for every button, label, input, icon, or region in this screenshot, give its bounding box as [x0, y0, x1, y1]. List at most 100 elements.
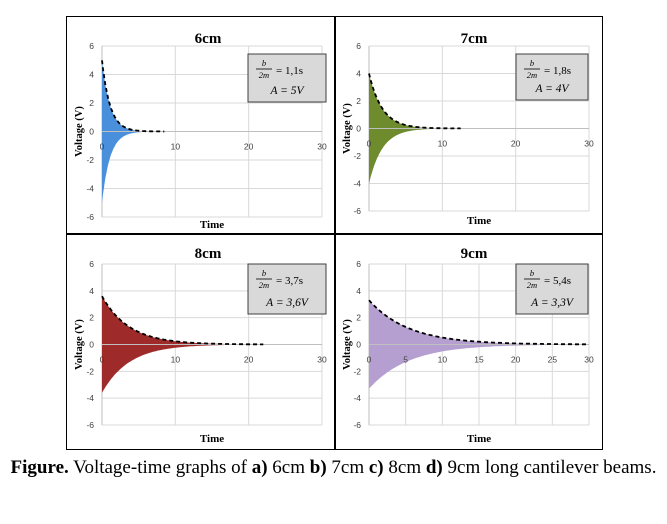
y-tick-label: -6: [353, 420, 361, 430]
ratio-denominator: 2m: [527, 70, 537, 80]
envelope-fit-line: [368, 299, 589, 346]
caption-letter-b: b): [309, 457, 327, 478]
ratio-value: = 3,7s: [276, 275, 303, 287]
ratio-numerator: b: [262, 58, 266, 68]
y-axis-label: Voltage (V): [342, 319, 353, 370]
annotation-box: b 2m = 5,4s A = 3,3V: [515, 263, 589, 315]
y-tick-label: 6: [356, 41, 361, 51]
y-tick-label: -4: [86, 393, 94, 403]
x-tick-label: 20: [244, 355, 254, 365]
annotation-background: [515, 263, 589, 315]
x-tick-label: 30: [584, 355, 594, 365]
y-tick-label: -6: [353, 206, 361, 216]
y-tick-label: 0: [89, 340, 94, 350]
chart-panel-a: -6 -4 -2 0 2 4 6 0 10 20 30 6cm Time Voltage (V) b 2m = …: [74, 31, 327, 231]
caption-item-d: 9cm long cantilever beams.: [442, 457, 657, 478]
chart-title: 8cm: [195, 246, 222, 262]
y-tick-label: 2: [89, 98, 94, 108]
x-tick-label: 0: [100, 355, 105, 365]
x-tick-label: 5: [403, 355, 408, 365]
y-tick-label: -2: [86, 366, 94, 376]
y-tick-label: 0: [356, 124, 361, 134]
y-axis-label: Voltage (V): [74, 319, 85, 370]
y-tick-label: 2: [356, 313, 361, 323]
x-axis-label: Time: [467, 433, 491, 445]
caption-item-a: 6cm: [267, 457, 310, 478]
x-tick-label: 10: [171, 355, 181, 365]
y-tick-label: -4: [353, 179, 361, 189]
x-tick-label: 0: [367, 355, 372, 365]
x-tick-label: 0: [100, 142, 105, 152]
annotation-box: b 2m = 1,1s A = 5V: [247, 53, 327, 103]
amplitude-label: A = 3,3V: [530, 297, 575, 309]
chart-title: 6cm: [195, 31, 222, 47]
x-tick-label: 30: [584, 139, 594, 149]
y-axis-label: Voltage (V): [342, 103, 353, 154]
x-tick-label: 10: [438, 139, 448, 149]
caption-figure-label: Figure.: [10, 457, 69, 478]
x-tick-label: 10: [171, 142, 181, 152]
y-tick-label: 6: [356, 259, 361, 269]
figure-caption: Figure. Voltage-time graphs of a) 6cm b)…: [0, 456, 667, 480]
y-tick-label: 2: [89, 313, 94, 323]
x-axis-label: Time: [467, 215, 491, 227]
ratio-numerator: b: [530, 58, 534, 68]
annotation-background: [515, 53, 589, 101]
amplitude-label: A = 5V: [269, 85, 305, 97]
chart-title: 9cm: [461, 246, 488, 262]
x-tick-label: 20: [511, 139, 521, 149]
annotation-background: [247, 263, 327, 315]
x-tick-label: 0: [367, 139, 372, 149]
x-tick-label: 30: [317, 355, 327, 365]
y-tick-label: 4: [356, 69, 361, 79]
y-tick-label: 4: [89, 286, 94, 296]
y-tick-label: 2: [356, 96, 361, 106]
x-axis-label: Time: [200, 219, 224, 231]
y-tick-label: -2: [86, 155, 94, 165]
caption-text: Voltage-time graphs of: [68, 457, 252, 478]
chart-panel-c: -6 -4 -2 0 2 4 6 0 10 20 30 8cm Time Voltage (V) b 2m = …: [74, 246, 327, 445]
amplitude-label: A = 4V: [534, 83, 570, 95]
amplitude-label: A = 3,6V: [265, 297, 310, 309]
x-tick-label: 25: [548, 355, 558, 365]
chart-panel-b: -6 -4 -2 0 2 4 6 0 10 20 30 7cm Time Voltage (V) b 2m = …: [342, 31, 594, 227]
chart-panel-d: -6 -4 -2 0 2 4 6 0 5 10 15 20 25 30 9cm Time Voltage (V)…: [342, 246, 594, 445]
y-axis-label: Voltage (V): [74, 106, 85, 157]
y-tick-label: -4: [86, 184, 94, 194]
y-tick-label: 0: [356, 340, 361, 350]
x-tick-label: 15: [474, 355, 484, 365]
envelope-fit-line: [101, 60, 165, 133]
caption-item-b: 7cm: [326, 457, 369, 478]
y-tick-label: 6: [89, 41, 94, 51]
x-axis-label: Time: [200, 433, 224, 445]
ratio-value: = 5,4s: [544, 275, 571, 287]
x-tick-label: 20: [244, 142, 254, 152]
panel-divider-horizontal: [66, 233, 603, 235]
y-tick-label: 6: [89, 259, 94, 269]
annotation-box: b 2m = 1,8s A = 4V: [515, 53, 589, 101]
y-tick-label: -4: [353, 393, 361, 403]
ratio-numerator: b: [262, 268, 266, 278]
caption-letter-a: a): [251, 457, 268, 478]
y-tick-label: 4: [356, 286, 361, 296]
x-tick-label: 30: [317, 142, 327, 152]
envelope-fit-line: [368, 73, 461, 130]
y-tick-label: -2: [353, 366, 361, 376]
annotation-background: [247, 53, 327, 103]
y-tick-label: 4: [89, 70, 94, 80]
y-tick-label: -2: [353, 151, 361, 161]
ratio-value: = 1,8s: [544, 65, 571, 77]
caption-item-c: 8cm: [383, 457, 426, 478]
x-tick-label: 20: [511, 355, 521, 365]
ratio-denominator: 2m: [259, 280, 269, 290]
y-tick-label: -6: [86, 420, 94, 430]
caption-letter-d: d): [425, 457, 443, 478]
ratio-numerator: b: [530, 268, 534, 278]
annotation-box: b 2m = 3,7s A = 3,6V: [247, 263, 327, 315]
ratio-denominator: 2m: [527, 280, 537, 290]
ratio-denominator: 2m: [259, 70, 269, 80]
caption-letter-c: c): [368, 457, 384, 478]
chart-title: 7cm: [461, 31, 488, 47]
ratio-value: = 1,1s: [276, 65, 303, 77]
